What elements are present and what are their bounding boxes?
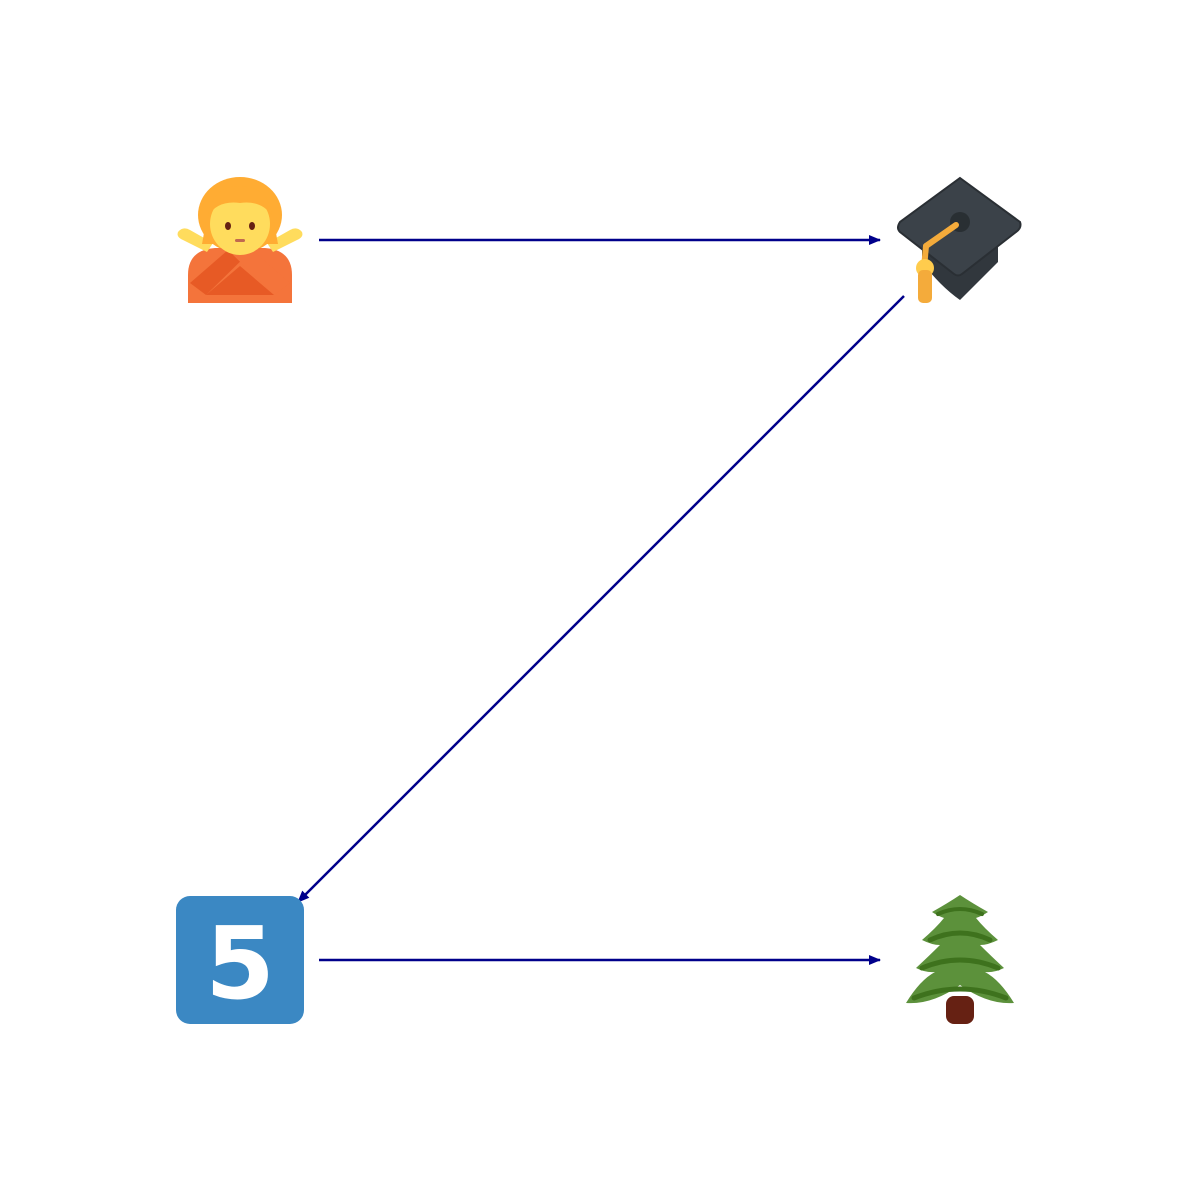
- graduation-cap-icon: [897, 176, 1022, 303]
- edge-graduation-cap-to-keycap-five: [297, 295, 905, 903]
- edges: [297, 235, 905, 965]
- keycap-5-icon: 5: [176, 896, 304, 1024]
- keycap-label: 5: [205, 905, 275, 1022]
- person-gesturing-no-icon: [177, 177, 303, 303]
- evergreen-tree-icon: [906, 895, 1014, 1024]
